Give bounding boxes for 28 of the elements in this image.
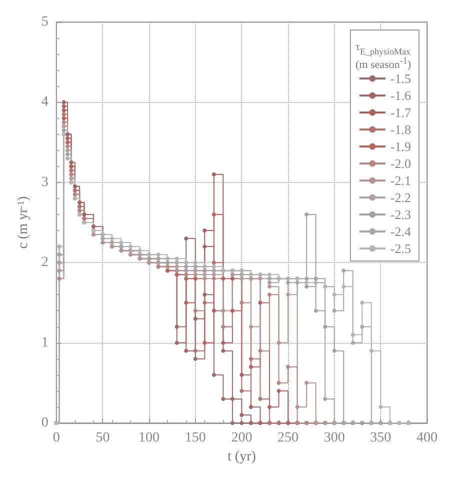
legend-label: -1.6 [390, 88, 412, 103]
legend-label: -2.2 [390, 190, 412, 205]
legend-label: -1.9 [390, 139, 412, 154]
legend-label: -2.4 [390, 224, 412, 239]
x-tick-label: 350 [370, 430, 392, 446]
legend-label: -2.5 [390, 241, 412, 256]
legend-label: -1.8 [390, 122, 412, 137]
x-tick-label: 50 [96, 430, 110, 446]
y-tick-label: 0 [41, 416, 48, 430]
x-axis-title: t (yr) [228, 449, 256, 464]
x-tick-label: 300 [324, 430, 345, 446]
y-tick-label: 4 [41, 94, 48, 110]
x-tick-label: 0 [52, 430, 60, 446]
y-tick-label: 5 [41, 14, 48, 30]
y-axis-title: c (m yr-1) [16, 196, 31, 249]
legend-label: -2.0 [390, 156, 412, 171]
x-tick-label: 150 [184, 430, 206, 446]
legend-label: -2.3 [390, 207, 412, 222]
x-tick-label: 200 [231, 430, 252, 446]
y-tick-label: 2 [41, 255, 48, 270]
x-tick-label: 250 [278, 430, 299, 446]
x-tick-label: 400 [416, 430, 438, 446]
y-tick-label: 1 [41, 335, 48, 350]
legend-label: -1.5 [390, 71, 412, 86]
x-tick-label: 100 [138, 430, 160, 446]
legend-label: -1.7 [390, 105, 412, 120]
legend-label: -2.1 [390, 173, 412, 188]
y-tick-label: 3 [41, 174, 48, 190]
